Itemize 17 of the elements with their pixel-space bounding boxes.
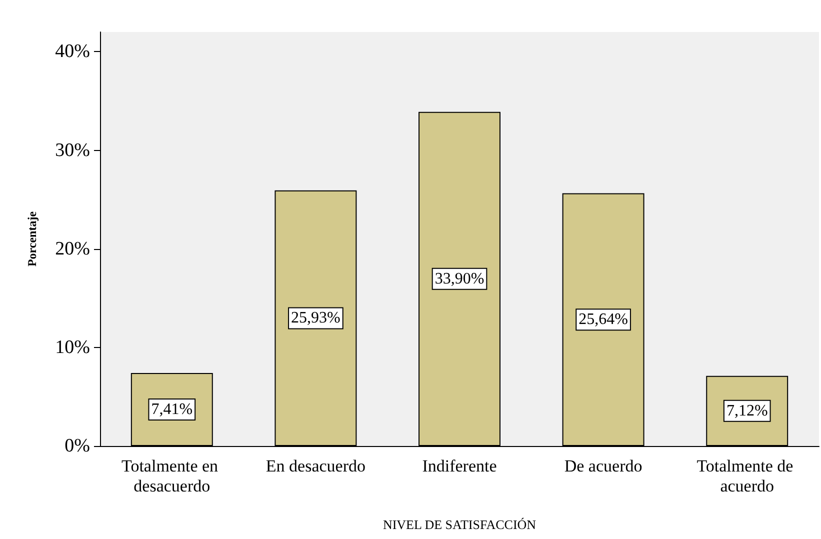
data-label: 33,90% — [434, 270, 484, 288]
x-tick-label: Totalmente de acuerdo — [696, 456, 798, 496]
x-tick-label: Indiferente — [422, 456, 497, 476]
y-tick-label: 20% — [55, 238, 90, 260]
data-label: 25,93% — [291, 310, 340, 327]
y-tick-label: 0% — [64, 436, 90, 456]
y-tick-label: 40% — [55, 41, 90, 62]
data-label: 25,64% — [578, 311, 628, 328]
data-label: 7,41% — [151, 400, 193, 418]
x-tick-label: En desacuerdo — [266, 456, 366, 476]
x-axis-title: NIVEL DE SATISFACCIÓN — [382, 517, 537, 532]
y-axis-title: Porcentaje — [25, 210, 39, 267]
y-tick-label: 10% — [55, 336, 90, 358]
x-tick-label: Totalmente en desacuerdo — [122, 456, 222, 496]
y-tick-label: 30% — [55, 140, 90, 161]
data-label: 7,12% — [726, 402, 768, 420]
x-tick-label: De acuerdo — [564, 456, 642, 476]
